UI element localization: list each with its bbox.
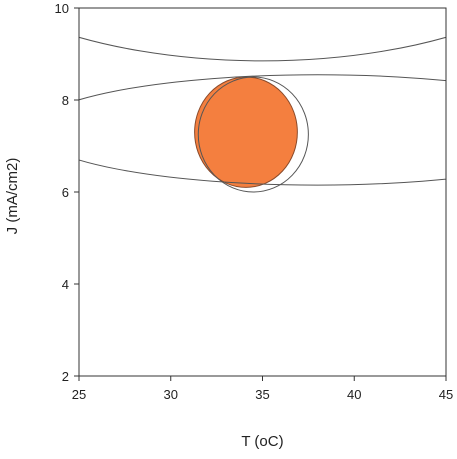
y-axis-label: J (mA/cm2) bbox=[4, 158, 21, 235]
axis-ticks: 25 30 35 40 45 2 4 6 8 10 bbox=[55, 1, 454, 402]
outer-ellipse-top bbox=[79, 36, 446, 62]
regions-layer bbox=[79, 36, 446, 193]
x-tick-label: 45 bbox=[439, 387, 453, 402]
small-circle bbox=[197, 76, 309, 193]
middle-ellipse bbox=[79, 74, 446, 186]
x-tick-label: 40 bbox=[347, 387, 361, 402]
y-tick-label: 10 bbox=[55, 1, 69, 16]
x-tick-label: 25 bbox=[72, 387, 86, 402]
plot-area-frame bbox=[78, 7, 447, 377]
x-tick-label: 35 bbox=[255, 387, 269, 402]
y-tick-label: 4 bbox=[62, 277, 69, 292]
y-tick-label: 6 bbox=[62, 185, 69, 200]
y-tick-label: 8 bbox=[62, 93, 69, 108]
x-axis-label: T (oC) bbox=[241, 433, 283, 450]
x-tick-label: 30 bbox=[164, 387, 178, 402]
y-tick-label: 2 bbox=[62, 369, 69, 384]
